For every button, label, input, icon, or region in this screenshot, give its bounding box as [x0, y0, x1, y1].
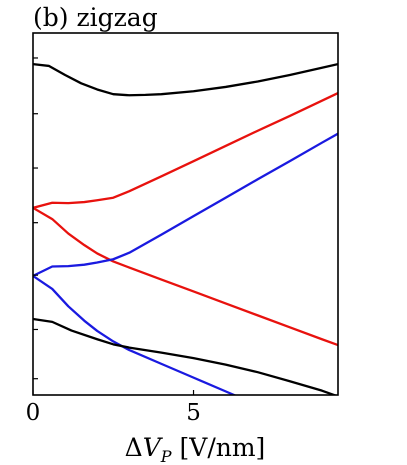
series-line-black-1: [33, 62, 338, 97]
x-tick-label-2: 5: [186, 400, 201, 426]
series-line-blue-5: [33, 274, 237, 395]
tick-group: [32, 57, 195, 395]
series-line-black-6: [33, 317, 338, 395]
x-axis-label-symbol: V: [143, 433, 164, 462]
series-line-red-2: [33, 91, 338, 210]
x-axis-label-prefix: Δ: [125, 433, 143, 462]
x-axis-label: ΔVP [V/nm]: [125, 433, 266, 465]
chart-title: (b) zigzag: [33, 3, 158, 32]
x-axis-label-subscript: P: [160, 447, 172, 465]
series-line-red-3: [33, 206, 338, 347]
plot-frame: [32, 32, 339, 396]
x-tick-label-1: 0: [26, 400, 41, 426]
series-line-blue-4: [33, 132, 338, 278]
x-axis-label-unit: [V/nm]: [172, 433, 266, 462]
series-group: [33, 62, 338, 395]
